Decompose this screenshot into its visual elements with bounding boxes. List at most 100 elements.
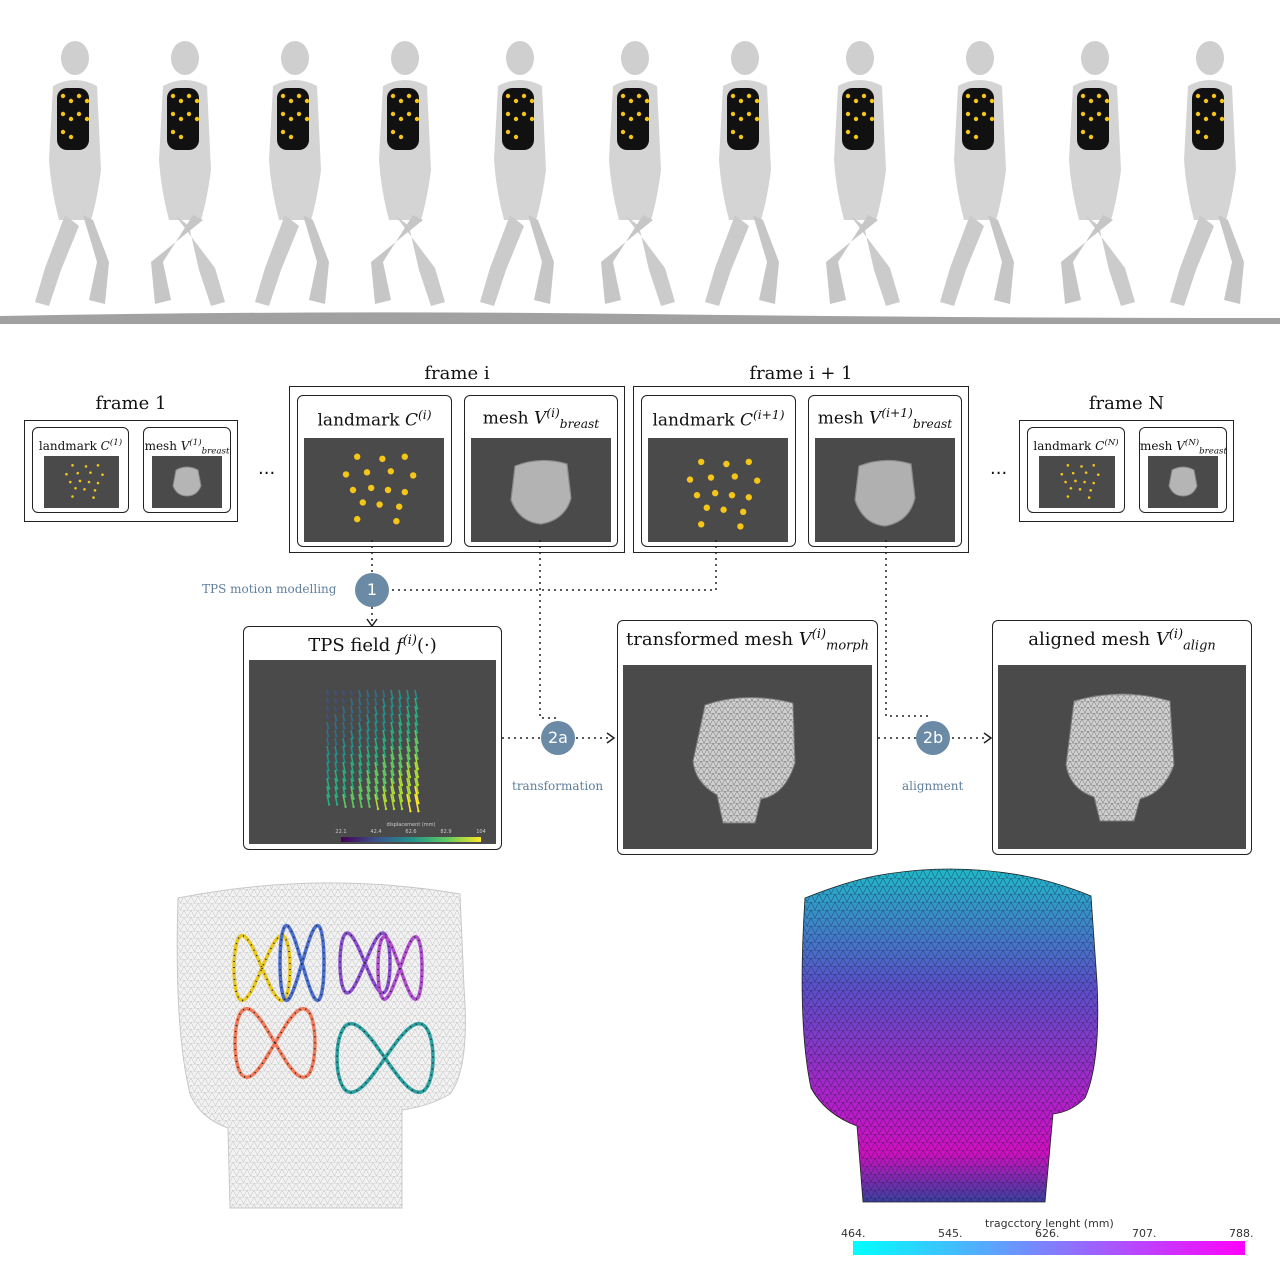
landmark-marker [861, 93, 867, 99]
trajectory-colorbar-title: tragcctory lenght (mm) [985, 1217, 1114, 1230]
displacement-vector [406, 737, 411, 752]
frame-next-title: frame i + 1 [749, 363, 853, 384]
landmark-point [92, 496, 95, 499]
landmark-point [745, 494, 752, 501]
landmark-marker [1080, 93, 1086, 99]
connector-landmark-next-to-step1 [392, 540, 717, 591]
landmark-point [74, 486, 77, 490]
landmark-marker [1088, 98, 1094, 104]
colorbar-tick: 788. [1229, 1227, 1254, 1240]
displacement-vector [342, 777, 347, 790]
displacement-vector [358, 793, 363, 808]
landmark-marker [1096, 111, 1102, 117]
displacement-vector [326, 761, 330, 772]
displacement-vector [350, 705, 354, 714]
trajectory-mesh-figure [176, 882, 466, 1209]
displacement-vector [358, 753, 363, 766]
landmark-marker [170, 111, 176, 117]
landmark-marker [304, 116, 310, 122]
landmark-marker [853, 134, 859, 140]
landmark-marker [178, 134, 184, 140]
frame-next-mesh-label: mesh V(i+1)breast [817, 406, 953, 432]
displacement-vector [358, 697, 362, 706]
displacement-vector [366, 793, 371, 808]
displacement-vector [366, 729, 370, 740]
displacement-vector [334, 785, 339, 798]
displacement-vector [334, 753, 338, 764]
landmark-marker [845, 93, 851, 99]
connector-mesh-next-to-step2b [885, 540, 930, 717]
landmark-point [83, 487, 86, 491]
landmark-point [693, 492, 701, 499]
landmark-marker [853, 98, 859, 104]
landmark-marker [521, 93, 527, 99]
landmark-marker [989, 98, 995, 104]
landmark-marker [505, 111, 511, 117]
landmark-marker [170, 93, 176, 99]
landmark-marker [406, 93, 412, 99]
displacement-vector [406, 729, 411, 742]
displacement-vector [350, 785, 355, 800]
landmark-scatter [342, 453, 417, 525]
displacement-vector [350, 721, 354, 730]
landmark-point [396, 503, 403, 510]
landmark-point [342, 471, 350, 478]
walking-figure [1170, 41, 1244, 306]
displacement-vector [390, 737, 395, 750]
landmark-marker [60, 111, 66, 117]
displacement-vector [406, 793, 412, 813]
displacement-vector [382, 729, 387, 742]
landmark-point [376, 501, 383, 508]
landmark-point [379, 455, 386, 462]
displacement-vector [414, 721, 419, 734]
displacement-vector [414, 761, 420, 779]
displacement-vector [358, 729, 362, 740]
landmark-marker [628, 134, 634, 140]
displacement-vector [326, 769, 330, 780]
landmark-point [1074, 479, 1077, 483]
landmark-marker [965, 129, 971, 135]
landmark-marker [628, 98, 634, 104]
displacement-vector [398, 761, 403, 776]
landmark-point [354, 515, 361, 523]
landmark-marker [981, 111, 987, 117]
landmark-marker [973, 98, 979, 104]
landmark-marker [505, 129, 511, 135]
frame-n-landmark-label: landmark C(N) [1033, 438, 1119, 453]
frame-n-title: frame N [1088, 393, 1165, 414]
landmark-marker [68, 98, 74, 104]
landmark-point [1078, 487, 1082, 491]
frame-1-landmark-label: landmark C(1) [38, 438, 123, 453]
frame-i-mesh-view [471, 438, 611, 542]
displacement-vector [358, 713, 362, 722]
displacement-vector [398, 721, 403, 734]
landmark-marker [738, 134, 744, 140]
landmark-marker [194, 98, 200, 104]
wireframe-mesh [692, 697, 796, 824]
breast-mesh-thumbnail [1168, 466, 1198, 497]
displacement-vector [398, 777, 404, 795]
displacement-vector [334, 777, 339, 790]
breast-mesh-thumbnail [172, 466, 202, 497]
landmark-marker [738, 98, 744, 104]
landmark-marker [965, 93, 971, 99]
displacement-vector [350, 737, 354, 748]
landmark-marker [1219, 98, 1225, 104]
landmark-marker [1195, 93, 1201, 99]
arrowhead [983, 732, 993, 744]
displacement-vector [350, 697, 354, 706]
frame-next-box: landmark C(i+1) mesh V(i+1)breast [633, 386, 969, 553]
landmark-marker [280, 111, 286, 117]
landmark-point [1069, 486, 1073, 490]
landmark-point [703, 504, 710, 511]
landmark-marker [869, 98, 875, 104]
displacement-vector [414, 697, 419, 710]
landmark-marker [636, 111, 642, 117]
trajectory-samples [233, 934, 291, 1002]
landmark-marker [1096, 93, 1102, 99]
walking-figure [940, 41, 1014, 306]
landmark-marker [1203, 116, 1209, 122]
landmark-marker [1104, 116, 1110, 122]
trajectory-samples [279, 924, 325, 1002]
displacement-vector [414, 705, 419, 718]
